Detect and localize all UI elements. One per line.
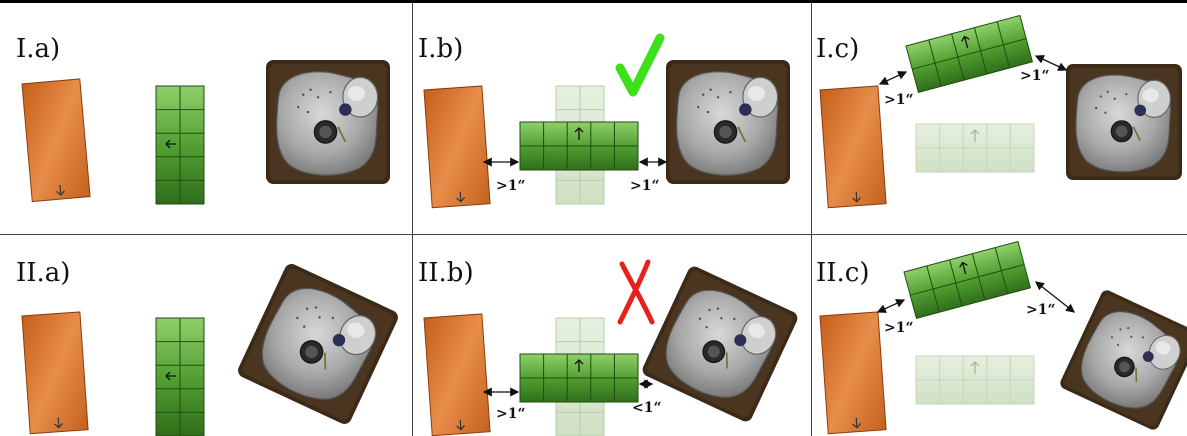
panel-label-ib: I.b) [418,34,464,64]
pale-grid-ic [915,123,1035,173]
green-grid-ia [155,85,205,205]
distance-arrow-iic-left [876,299,906,313]
panel-label-iib: II.b) [418,258,474,288]
rock-image-ic [1065,63,1183,181]
column-divider-1 [412,3,413,436]
rock-image-ib [665,59,791,185]
green-grid-ib [519,121,639,171]
rock-image-iic [1057,287,1187,433]
green-grid-iib [519,353,639,403]
orange-slab-iib [423,313,491,436]
distance-arrow-iic-right [1034,281,1076,313]
orange-slab-ib [423,85,491,209]
check-mark-icon [615,33,665,97]
panel-label-iia: II.a) [16,258,71,288]
distance-label-iic-right: >1“ [1026,302,1056,318]
cross-mark-icon [617,259,655,325]
distance-label-ic-right: >1“ [1020,68,1050,84]
panel-label-ic: I.c) [816,34,860,64]
row-divider [0,234,1187,235]
distance-label-iib-right: <1“ [632,400,662,416]
orange-slab-ic [819,85,887,209]
direction-arrow-icon [574,127,584,140]
panel-label-iic: II.c) [816,258,870,288]
distance-arrow-ic-right [1034,55,1068,71]
direction-arrow-icon [959,261,968,275]
rock-image-iia [234,260,402,428]
direction-arrow-icon [165,139,176,149]
green-grid-iia [155,317,205,436]
distance-arrow-ic-left [878,71,908,85]
rock-image-iib [639,263,801,425]
panel-label-ia: I.a) [16,34,61,64]
pale-grid-iic [915,355,1035,405]
rock-image-ia [265,59,391,185]
direction-arrow-icon [574,359,584,372]
green-grid-iic [903,240,1032,319]
orange-slab-iia [21,311,89,435]
distance-label-ib-left: >1“ [496,178,526,194]
distance-label-ic-left: >1“ [884,92,914,108]
distance-label-iib-left: >1“ [496,406,526,422]
green-grid-ic [905,14,1034,93]
distance-label-iic-left: >1“ [884,320,914,336]
top-border [0,0,1187,3]
orange-slab-ia [21,78,91,203]
column-divider-2 [811,3,812,436]
direction-arrow-icon [165,371,176,381]
direction-arrow-icon [961,35,970,49]
orange-slab-iic [819,311,887,435]
distance-label-ib-right: >1“ [630,178,660,194]
